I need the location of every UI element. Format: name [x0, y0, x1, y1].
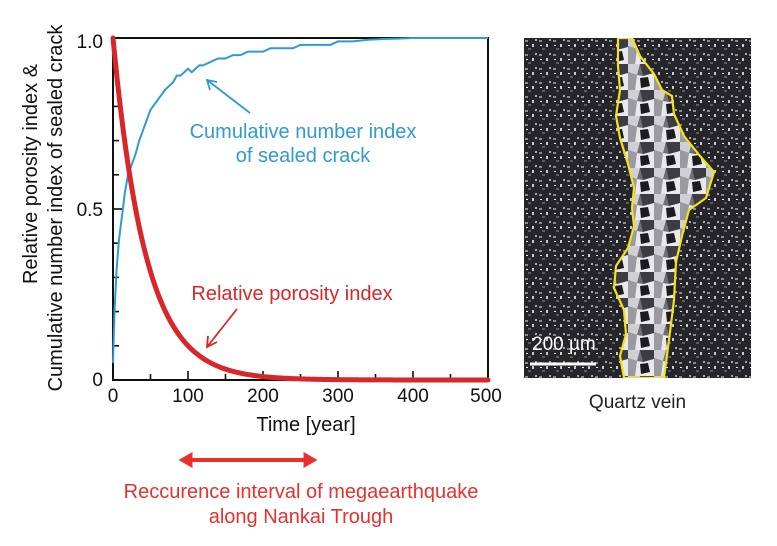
quartz-vein-micrograph	[524, 38, 751, 378]
x-tick-label-100: 100	[172, 386, 204, 407]
series-line-porosity	[110, 35, 491, 383]
axis-ticks	[113, 71, 452, 380]
x-tick-label-0: 0	[108, 386, 119, 407]
scale-bar-label: 200 µm	[532, 334, 596, 355]
micrograph-image	[524, 38, 751, 378]
recurrence-interval-label-line1: Reccurence interval of megaearthquake	[124, 481, 479, 503]
blue-annotation-arrow	[205, 78, 251, 114]
x-tick-label-300: 300	[322, 386, 354, 407]
y-tick-label-0.5: 0.5	[77, 200, 103, 221]
x-axis-title: Time [year]	[256, 414, 355, 436]
x-tick-label-400: 400	[397, 386, 429, 407]
y-axis-title-line2: Cumulative number index of sealed crack	[45, 24, 67, 392]
micrograph-caption: Quartz vein	[588, 392, 687, 413]
red-series-label: Relative porosity index	[191, 283, 392, 305]
x-tick-label-200: 200	[247, 386, 279, 407]
y-tick-label-0: 0	[92, 370, 103, 391]
x-tick-label-500: 500	[470, 386, 502, 407]
plot-frame	[112, 37, 489, 381]
recurrence-interval-label-line2: along Nankai Trough	[209, 506, 394, 528]
red-annotation-arrow	[205, 308, 238, 349]
quartz-vein-outline	[612, 38, 716, 378]
recurrence-interval-arrow	[178, 452, 318, 468]
blue-series-label-line1: Cumulative number index	[190, 121, 417, 143]
series-line-sealed-crack	[112, 37, 488, 363]
blue-series-label-line2: of sealed crack	[236, 145, 372, 167]
series-layer	[110, 35, 491, 383]
y-tick-label-1: 1.0	[77, 32, 103, 53]
y-axis-title-line1: Relative porosity index &	[20, 63, 42, 284]
